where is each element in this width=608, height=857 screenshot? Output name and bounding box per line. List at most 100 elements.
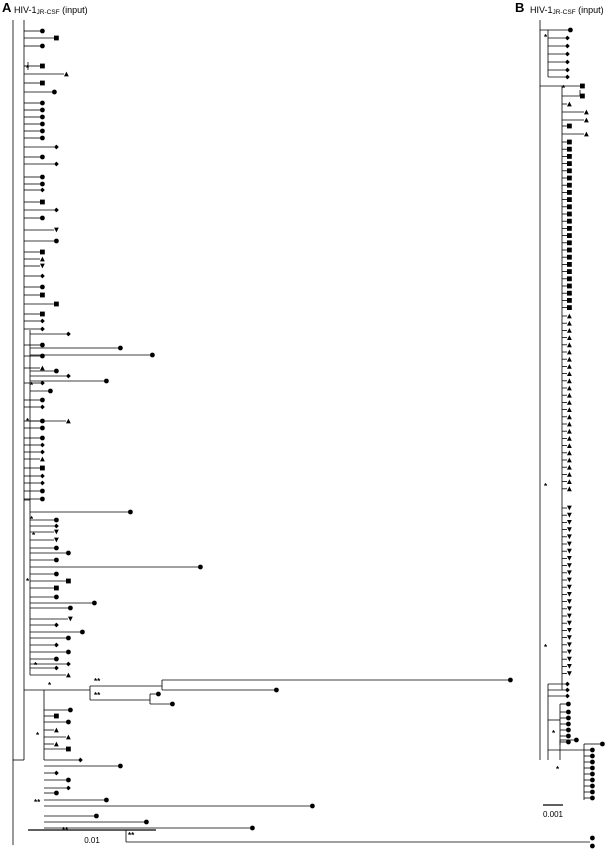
circle-tip-symbol	[568, 27, 573, 33]
square-tip-symbol	[567, 204, 572, 210]
support-asterisk: *	[544, 643, 548, 652]
triangle-up-tip-symbol	[567, 428, 572, 434]
triangle-up-tip-symbol	[567, 101, 572, 107]
triangle-up-tip-symbol	[64, 71, 69, 77]
circle-tip-symbol	[566, 701, 571, 707]
triangle-up-tip-symbol	[40, 365, 45, 371]
circle-tip-symbol	[40, 128, 45, 134]
support-asterisk: *	[26, 64, 30, 73]
triangle-down-tip-symbol	[567, 649, 572, 655]
circle-tip-symbol	[40, 121, 45, 127]
triangle-down-tip-symbol	[567, 563, 572, 568]
diamond-tip-symbol	[66, 661, 71, 667]
triangle-up-tip-symbol	[40, 456, 45, 462]
circle-tip-symbol	[54, 557, 59, 563]
diamond-tip-symbol	[565, 687, 570, 693]
triangle-down-tip-symbol	[567, 628, 572, 633]
support-asterisk: *	[32, 531, 36, 540]
circle-tip-symbol	[40, 135, 45, 141]
circle-tip-symbol	[54, 656, 59, 662]
square-tip-symbol	[40, 292, 45, 298]
triangle-down-tip-symbol	[567, 606, 572, 612]
triangle-up-tip-symbol	[54, 741, 59, 747]
square-tip-symbol	[580, 83, 585, 89]
circle-tip-symbol	[48, 388, 53, 394]
diamond-tip-symbol	[565, 67, 570, 73]
triangle-up-tip-symbol	[567, 378, 572, 384]
circle-tip-symbol	[54, 545, 59, 551]
circle-tip-symbol	[566, 727, 571, 733]
circle-tip-symbol	[144, 819, 149, 825]
circle-tip-symbol	[54, 238, 59, 244]
circle-tip-symbol	[590, 777, 595, 783]
circle-tip-symbol	[40, 342, 45, 348]
diamond-tip-symbol	[66, 373, 71, 379]
square-tip-symbol	[567, 298, 572, 303]
triangle-up-tip-symbol	[567, 335, 572, 340]
diamond-tip-symbol	[54, 665, 59, 671]
diamond-tip-symbol	[54, 207, 59, 213]
panel-a-tree: *******************	[12, 20, 595, 849]
circle-tip-symbol	[40, 215, 45, 221]
diamond-tip-symbol	[565, 51, 570, 57]
triangle-down-tip-symbol	[567, 534, 572, 540]
triangle-up-tip-symbol	[584, 131, 589, 137]
triangle-up-tip-symbol	[567, 364, 572, 369]
triangle-down-tip-symbol	[567, 671, 572, 676]
circle-tip-symbol	[80, 629, 85, 635]
square-tip-symbol	[66, 746, 71, 752]
support-asterisk: *	[30, 515, 34, 524]
triangle-down-tip-symbol	[567, 620, 572, 626]
circle-tip-symbol	[566, 733, 571, 739]
circle-tip-symbol	[66, 649, 71, 655]
support-asterisk: *	[562, 84, 566, 93]
circle-tip-symbol	[54, 571, 59, 577]
support-asterisk: *	[36, 731, 40, 740]
triangle-down-tip-symbol	[567, 642, 572, 648]
diamond-tip-symbol	[66, 785, 71, 791]
square-tip-symbol	[567, 254, 572, 260]
circle-tip-symbol	[118, 763, 123, 769]
circle-tip-symbol	[104, 378, 109, 384]
triangle-down-tip-symbol	[567, 520, 572, 525]
triangle-up-tip-symbol	[567, 342, 572, 348]
triangle-up-tip-symbol	[567, 443, 572, 448]
square-tip-symbol	[54, 585, 59, 591]
square-tip-symbol	[567, 154, 572, 159]
circle-tip-symbol	[590, 759, 595, 765]
circle-tip-symbol	[66, 719, 71, 725]
triangle-down-tip-symbol	[567, 512, 572, 518]
triangle-down-tip-symbol	[54, 529, 59, 535]
diamond-tip-symbol	[40, 380, 45, 386]
panel-a-scale-label: 0.01	[84, 836, 100, 845]
square-tip-symbol	[567, 276, 572, 282]
support-asterisk: **	[34, 798, 41, 807]
support-asterisk: *	[544, 482, 548, 491]
triangle-up-tip-symbol	[567, 371, 572, 376]
triangle-up-tip-symbol	[567, 414, 572, 420]
support-asterisk: **	[94, 691, 101, 700]
circle-tip-symbol	[40, 425, 45, 431]
square-tip-symbol	[580, 93, 585, 99]
circle-tip-symbol	[40, 353, 45, 359]
square-tip-symbol	[40, 249, 45, 255]
triangle-down-tip-symbol	[567, 570, 572, 576]
triangle-up-tip-symbol	[567, 421, 572, 427]
circle-tip-symbol	[54, 594, 59, 600]
triangle-up-tip-symbol	[66, 734, 71, 740]
circle-tip-symbol	[590, 753, 595, 759]
diamond-tip-symbol	[40, 442, 45, 448]
triangle-down-tip-symbol	[567, 656, 572, 662]
diamond-tip-symbol	[565, 693, 570, 699]
panel-b-scale-label: 0.001	[543, 810, 564, 819]
diamond-tip-symbol	[565, 43, 570, 49]
triangle-up-tip-symbol	[567, 407, 572, 412]
circle-tip-symbol	[54, 517, 59, 523]
circle-tip-symbol	[590, 795, 595, 801]
square-tip-symbol	[567, 146, 572, 152]
circle-tip-symbol	[104, 797, 109, 803]
circle-tip-symbol	[170, 701, 175, 707]
triangle-up-tip-symbol	[584, 109, 589, 115]
panel-b-tree: * * * * * *	[539, 20, 605, 801]
